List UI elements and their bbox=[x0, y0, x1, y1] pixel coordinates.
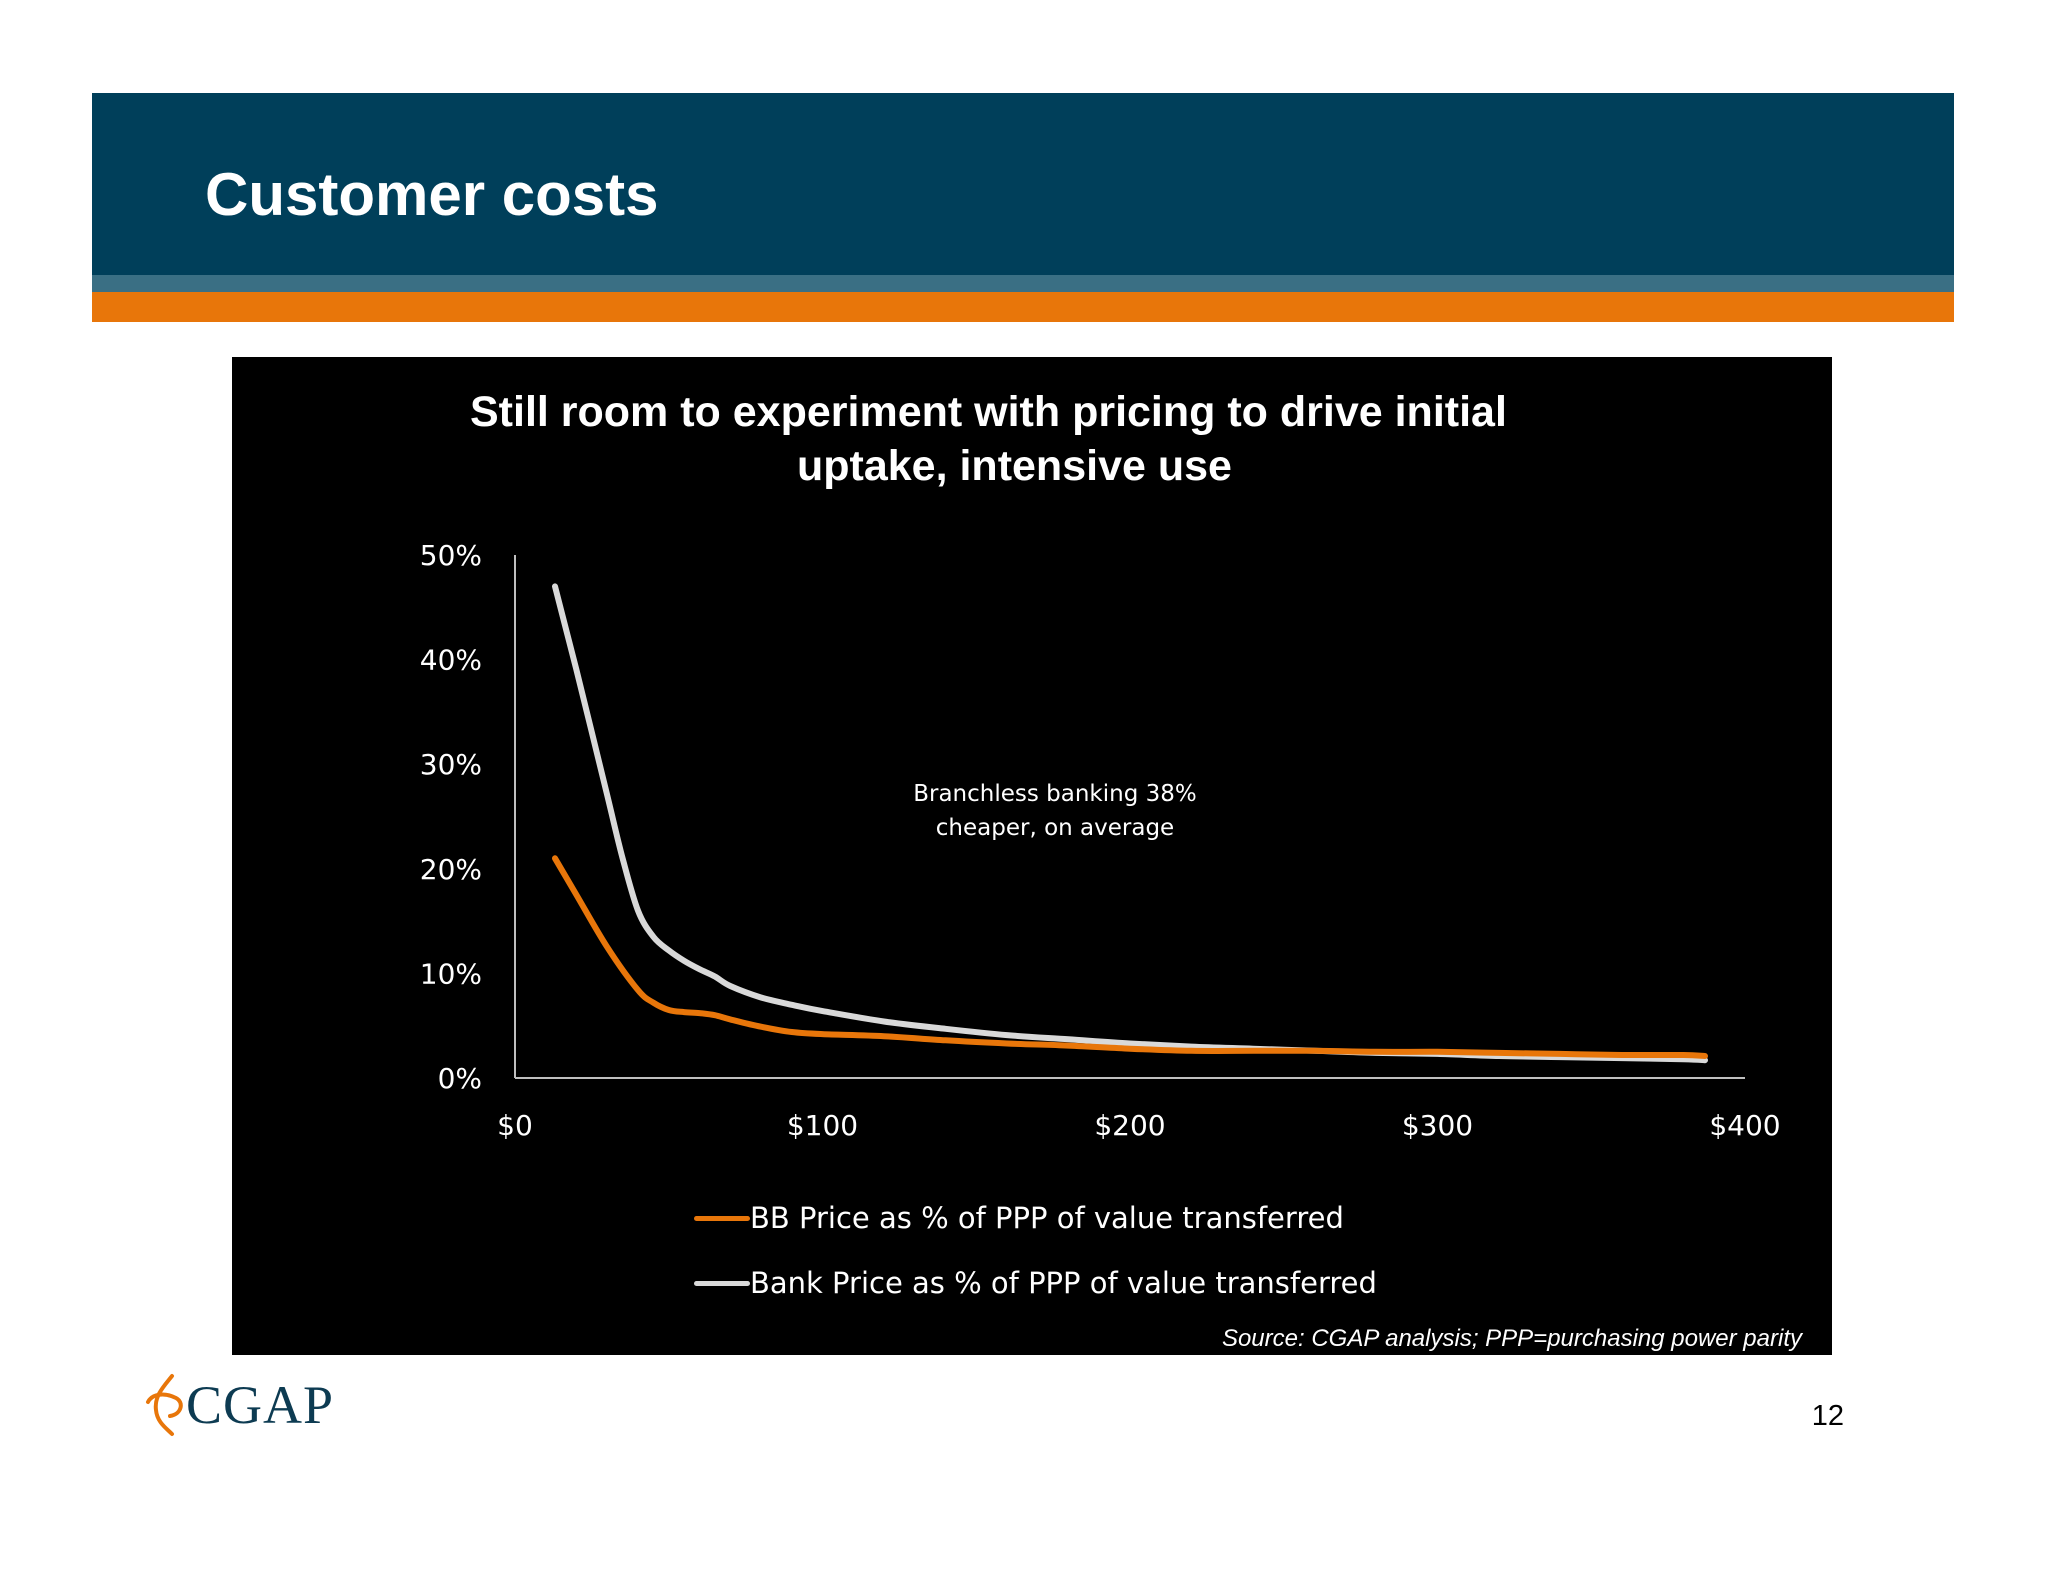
y-tick-labels: 0% 10% 20% 30% 40% 50% bbox=[420, 539, 482, 1095]
chart-panel bbox=[232, 357, 1832, 1355]
header-band bbox=[92, 93, 1954, 275]
page-number: 12 bbox=[1811, 1400, 1844, 1432]
cgap-logo: CGAP bbox=[142, 1372, 334, 1438]
y-tick-label: 30% bbox=[420, 748, 482, 781]
legend-item-bb: BB Price as % of PPP of value transferre… bbox=[694, 1196, 1344, 1240]
source-note: Source: CGAP analysis; PPP=purchasing po… bbox=[1221, 1325, 1802, 1352]
legend-label-bb: BB Price as % of PPP of value transferre… bbox=[750, 1201, 1344, 1235]
y-tick-label: 50% bbox=[420, 539, 482, 572]
chart-annotation: Branchless banking 38% cheaper, on avera… bbox=[860, 777, 1250, 845]
slide-title: Customer costs bbox=[205, 161, 659, 228]
cgap-swirl-icon bbox=[146, 1374, 183, 1436]
series-line-bb-price bbox=[552, 855, 1708, 1059]
x-tick-label: $0 bbox=[497, 1109, 533, 1142]
x-tick-labels: $0 $100 $200 $300 $400 bbox=[497, 1109, 1780, 1142]
annotation-line-1: Branchless banking 38% bbox=[913, 781, 1197, 807]
legend-swatch-bb bbox=[694, 1215, 750, 1221]
y-tick-label: 40% bbox=[420, 644, 482, 677]
chart-title-line-1: Still room to experiment with pricing to… bbox=[470, 388, 1507, 436]
legend-swatch-bank bbox=[694, 1280, 750, 1286]
header-stripe bbox=[92, 275, 1954, 292]
chart-axes bbox=[514, 555, 1745, 1079]
x-tick-label: $300 bbox=[1402, 1109, 1473, 1142]
y-tick-label: 0% bbox=[438, 1062, 482, 1095]
x-tick-label: $200 bbox=[1094, 1109, 1165, 1142]
chart-title-line-2: uptake, intensive use bbox=[797, 442, 1232, 490]
x-tick-label: $400 bbox=[1709, 1109, 1780, 1142]
annotation-line-2: cheaper, on average bbox=[935, 815, 1175, 841]
x-tick-label: $100 bbox=[787, 1109, 858, 1142]
y-tick-label: 10% bbox=[420, 957, 482, 990]
cgap-logo-text: CGAP bbox=[186, 1375, 335, 1435]
legend-label-bank: Bank Price as % of PPP of value transfer… bbox=[750, 1266, 1377, 1300]
y-tick-label: 20% bbox=[420, 853, 482, 886]
header-orange-bar bbox=[92, 292, 1954, 322]
legend-item-bank: Bank Price as % of PPP of value transfer… bbox=[694, 1261, 1377, 1305]
